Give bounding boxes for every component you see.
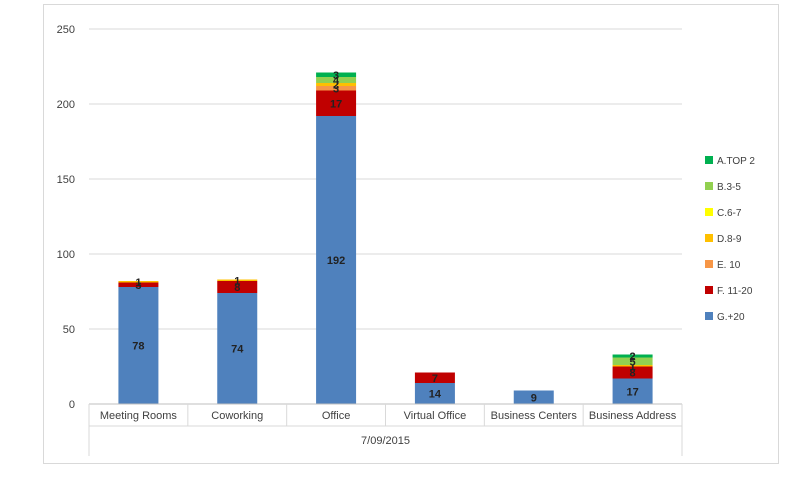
legend-swatch: [705, 156, 713, 164]
y-tick-label: 150: [57, 174, 75, 186]
legend-swatch: [705, 182, 713, 190]
legend-label: G.+20: [717, 312, 745, 323]
data-label: 192: [327, 255, 345, 267]
data-label: 8: [630, 368, 636, 380]
legend-label: F. 11-20: [717, 286, 753, 297]
bar-segment: [612, 365, 653, 367]
bar-segment: [612, 354, 653, 358]
data-label: 8: [234, 282, 240, 294]
bar-segment: [118, 282, 159, 287]
y-tick-label: 100: [57, 249, 75, 261]
legend-swatch: [705, 260, 713, 268]
legend-swatch: [705, 312, 713, 320]
bar-segment: [414, 372, 455, 383]
bar-segment: [316, 90, 357, 116]
data-label: 78: [132, 341, 144, 353]
data-label: 1: [135, 277, 141, 289]
bar-segment: [316, 83, 357, 86]
x-group-label: 7/09/2015: [361, 435, 410, 447]
axes: 0 50 100 150 200 250 Meeting Rooms Coworking Off…: [57, 24, 683, 456]
data-label: 3: [333, 70, 339, 82]
x-tick-label: Meeting Rooms: [100, 410, 178, 422]
bar-segment: [316, 77, 357, 83]
bar-segment: [513, 390, 554, 404]
data-label: 5: [630, 356, 636, 368]
x-tick-label: Office: [322, 410, 351, 422]
bar-segment: [217, 281, 258, 293]
gridlines: [89, 28, 682, 330]
legend-label: E. 10: [717, 260, 741, 271]
bar-segment: [316, 116, 357, 404]
data-label: 3: [135, 280, 141, 292]
bar-segment: [612, 366, 653, 379]
legend-swatch: [705, 208, 713, 216]
legend-label: B.3-5: [717, 182, 741, 193]
y-tick-label: 0: [69, 399, 75, 411]
legend-label: A.TOP 2: [717, 156, 755, 167]
data-label: 2: [333, 80, 339, 92]
x-tick-label: Business Centers: [491, 410, 578, 422]
x-tick-label: Coworking: [211, 410, 263, 422]
bar-segment: [612, 378, 653, 404]
data-label: 1: [234, 275, 240, 287]
bar-segment: [118, 287, 159, 404]
bar-segment: [612, 357, 653, 365]
bar-segment: [316, 72, 357, 77]
data-label: 14: [429, 389, 442, 401]
bar-segment: [217, 293, 258, 404]
bar-segment: [414, 383, 455, 404]
data-label: 9: [531, 392, 537, 404]
legend-swatch: [705, 286, 713, 294]
legend-swatch: [705, 234, 713, 242]
legend-label: D.8-9: [717, 234, 742, 245]
data-label: 17: [626, 386, 638, 398]
x-tick-label: Business Address: [589, 410, 677, 422]
data-label: 74: [231, 344, 244, 356]
x-tick-label: Virtual Office: [404, 410, 467, 422]
bar-segment: [217, 279, 258, 281]
bar-segment: [316, 86, 357, 91]
y-tick-label: 250: [57, 24, 75, 36]
data-label: 1: [630, 361, 636, 373]
legend-label: C.6-7: [717, 208, 742, 219]
legend: A.TOP 2 B.3-5 C.6-7 D.8-9 E. 10 F. 11-20 G.+20: [705, 156, 755, 323]
data-label: 3: [333, 83, 339, 95]
data-label: 17: [330, 98, 342, 110]
data-label: 7: [432, 373, 438, 385]
y-tick-label: 50: [63, 324, 75, 336]
data-label: 2: [630, 351, 636, 363]
chart-frame: 78 3 1 74 8 1 192 17 3 2 4 3 14 7 9 17 8 1 5 2 0 50 100 150 200…: [43, 4, 779, 464]
data-label: 4: [333, 75, 340, 87]
y-tick-label: 200: [57, 99, 75, 111]
bar-segment: [118, 281, 159, 283]
